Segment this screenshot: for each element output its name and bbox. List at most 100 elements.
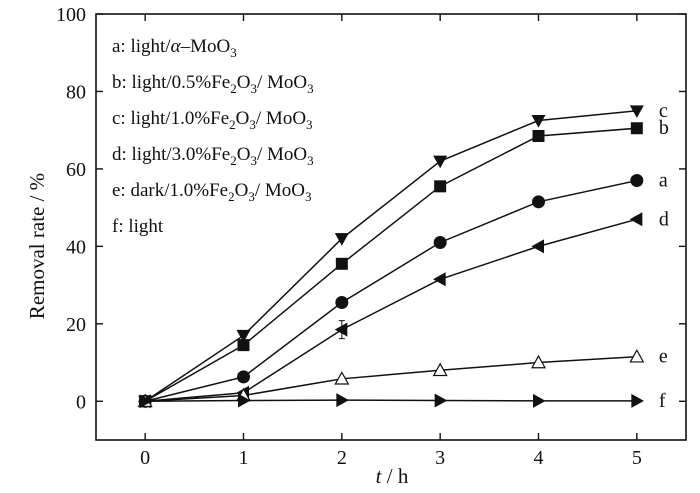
- legend-entry: f: light: [112, 216, 164, 237]
- data-point: [532, 129, 545, 142]
- subscript: 2: [228, 189, 235, 204]
- x-tick-label: 5: [632, 447, 642, 469]
- subscript: 3: [249, 117, 256, 132]
- subscript: 2: [230, 81, 237, 96]
- series-f: f: [139, 390, 666, 412]
- series-end-label: f: [659, 390, 666, 412]
- x-axis-label: t / h: [376, 464, 409, 488]
- series-end-label: a: [659, 170, 668, 192]
- legend-entry: a: light/α–MoO3: [112, 36, 237, 60]
- y-tick-label: 40: [66, 236, 86, 258]
- subscript: 2: [229, 117, 236, 132]
- y-tick-label: 60: [66, 159, 86, 181]
- data-point: [335, 257, 348, 270]
- data-point: [530, 354, 547, 369]
- subscript: 3: [250, 81, 257, 96]
- series-end-label: d: [659, 208, 669, 230]
- legend-text: / MoO: [256, 108, 306, 129]
- data-point: [531, 115, 546, 128]
- series-line: [145, 355, 637, 403]
- legend-text: O: [237, 72, 251, 93]
- data-point: [531, 239, 545, 254]
- x-tick-label: 3: [435, 447, 445, 469]
- data-point: [237, 370, 250, 384]
- data-point: [434, 180, 447, 193]
- subscript: 3: [248, 189, 255, 204]
- series-end-label: e: [659, 346, 668, 368]
- legend-text: b: light/0.5%Fe: [112, 72, 230, 93]
- legend-text: / MoO: [257, 72, 307, 93]
- x-axis-unit: / h: [382, 464, 409, 488]
- y-axis-label: Removal rate / %: [25, 173, 49, 319]
- series-a: a: [138, 170, 668, 408]
- data-point: [334, 233, 349, 246]
- series-group: cb ad ef: [137, 100, 669, 412]
- x-tick-label: 2: [337, 447, 347, 469]
- data-point: [139, 394, 153, 409]
- x-tick-label: 0: [140, 447, 150, 469]
- series-end-label: c: [659, 100, 668, 122]
- subscript: 3: [307, 81, 314, 96]
- series-line: [144, 110, 637, 402]
- data-point: [237, 339, 250, 352]
- legend-text: a: light/: [112, 36, 171, 57]
- series-line: [145, 399, 637, 403]
- subscript: 3: [250, 153, 257, 168]
- series-line: [144, 179, 637, 403]
- subscript: 3: [306, 117, 313, 132]
- data-point: [629, 212, 643, 227]
- x-tick-label: 4: [534, 447, 544, 469]
- data-point: [631, 393, 644, 408]
- legend-text: O: [236, 108, 250, 129]
- data-point: [236, 329, 251, 343]
- subscript: 2: [230, 153, 237, 168]
- subscript: 3: [305, 189, 312, 204]
- data-point: [630, 174, 644, 188]
- legend-text: / MoO: [255, 180, 305, 201]
- data-point: [334, 322, 348, 337]
- data-point: [629, 105, 644, 118]
- data-point: [629, 349, 645, 363]
- y-tick-label: 0: [76, 391, 86, 413]
- data-point: [433, 235, 447, 249]
- series-line: [145, 218, 638, 403]
- legend-text: / MoO: [257, 144, 307, 165]
- data-point: [334, 371, 350, 385]
- x-axis-variable: t: [376, 464, 383, 488]
- legend-entry: b: light/0.5%Fe2O3/ MoO3: [112, 72, 314, 96]
- data-point: [532, 393, 546, 408]
- series-line: [144, 127, 637, 402]
- legend-text: –MoO: [180, 36, 231, 57]
- data-point: [434, 393, 448, 408]
- data-point: [630, 122, 643, 135]
- legend-entry: d: light/3.0%Fe2O3/ MoO3: [112, 144, 314, 168]
- data-point: [532, 195, 545, 209]
- legend-entry: c: light/1.0%Fe2O3/ MoO3: [112, 108, 313, 132]
- legend-text: f: light: [112, 216, 164, 237]
- legend-text: O: [235, 180, 249, 201]
- data-point: [336, 393, 349, 408]
- plot-frame: [95, 13, 687, 441]
- series-d: d: [138, 208, 669, 409]
- data-point: [433, 155, 448, 169]
- data-point: [432, 362, 448, 377]
- subscript: 3: [307, 153, 314, 168]
- y-tick-label: 100: [56, 4, 86, 26]
- y-tick-label: 20: [66, 314, 86, 336]
- legend-entry: e: dark/1.0%Fe2O3/ MoO3: [112, 180, 311, 204]
- series-end-label: b: [659, 117, 669, 139]
- legend-symbol: α: [171, 36, 182, 57]
- legend-text: e: dark/1.0%Fe: [112, 180, 228, 201]
- data-point: [335, 296, 349, 310]
- subscript: 3: [230, 45, 237, 60]
- legend-text: d: light/3.0%Fe: [112, 144, 230, 165]
- legend-text: c: light/1.0%Fe: [112, 108, 229, 129]
- legend-text: O: [237, 144, 251, 165]
- series-e: e: [137, 346, 668, 408]
- data-point: [238, 393, 251, 408]
- x-tick-label: 1: [239, 447, 249, 469]
- data-point: [433, 272, 446, 287]
